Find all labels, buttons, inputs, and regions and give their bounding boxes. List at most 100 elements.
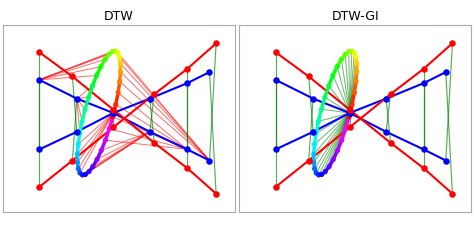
Point bbox=[346, 108, 354, 112]
Point bbox=[387, 92, 394, 96]
Point bbox=[345, 50, 353, 53]
Point bbox=[351, 91, 358, 95]
Point bbox=[310, 142, 318, 146]
Point bbox=[346, 115, 353, 118]
Title: DTW-GI: DTW-GI bbox=[331, 10, 379, 23]
Point bbox=[325, 84, 333, 88]
Point bbox=[73, 130, 81, 134]
Point bbox=[387, 141, 394, 145]
Point bbox=[383, 130, 390, 134]
Point bbox=[73, 97, 81, 100]
Point bbox=[342, 127, 349, 131]
Point bbox=[109, 111, 117, 115]
Point bbox=[105, 52, 113, 56]
Point bbox=[272, 148, 279, 151]
Point bbox=[310, 152, 318, 156]
Point bbox=[321, 95, 328, 99]
Point bbox=[338, 138, 346, 142]
Point bbox=[150, 92, 158, 96]
Point bbox=[442, 70, 450, 74]
Point bbox=[116, 55, 123, 59]
Point bbox=[146, 97, 154, 100]
Point bbox=[442, 159, 450, 162]
Title: DTW: DTW bbox=[104, 10, 134, 23]
Point bbox=[85, 95, 92, 99]
Point bbox=[315, 173, 322, 177]
Point bbox=[318, 107, 325, 111]
Point bbox=[97, 65, 105, 68]
Point bbox=[212, 192, 220, 196]
Point bbox=[318, 173, 326, 176]
Point bbox=[312, 171, 320, 175]
Point bbox=[69, 159, 76, 162]
Point bbox=[383, 97, 390, 100]
Point bbox=[73, 160, 81, 164]
Point bbox=[183, 148, 191, 151]
Point bbox=[334, 149, 341, 152]
Point bbox=[315, 119, 322, 123]
Point bbox=[310, 130, 317, 134]
Point bbox=[206, 70, 213, 74]
Point bbox=[85, 170, 93, 173]
Point bbox=[337, 58, 345, 61]
Point bbox=[117, 62, 124, 65]
Point bbox=[79, 173, 86, 177]
Point bbox=[329, 73, 337, 77]
Point bbox=[272, 185, 279, 189]
Point bbox=[352, 80, 360, 84]
Point bbox=[348, 49, 356, 53]
Point bbox=[93, 73, 100, 77]
Point bbox=[36, 185, 43, 189]
Point bbox=[305, 159, 312, 162]
Point bbox=[352, 55, 360, 59]
Point bbox=[101, 58, 109, 61]
Point bbox=[78, 119, 86, 123]
Point bbox=[333, 65, 341, 68]
Point bbox=[329, 158, 337, 161]
Point bbox=[74, 167, 82, 171]
Point bbox=[325, 165, 333, 169]
Point bbox=[81, 107, 89, 111]
Point bbox=[117, 70, 124, 74]
Point bbox=[448, 41, 456, 45]
Point bbox=[98, 149, 105, 152]
Point bbox=[101, 138, 109, 142]
Point bbox=[272, 50, 279, 54]
Point bbox=[420, 148, 428, 151]
Point bbox=[212, 41, 220, 45]
Point bbox=[116, 80, 124, 84]
Point bbox=[93, 158, 101, 161]
Point bbox=[76, 171, 84, 175]
Point bbox=[82, 173, 89, 176]
Point bbox=[36, 148, 43, 151]
Point bbox=[305, 75, 312, 78]
Point bbox=[114, 51, 122, 55]
Point bbox=[272, 78, 279, 82]
Point bbox=[109, 108, 117, 112]
Point bbox=[150, 141, 158, 145]
Point bbox=[312, 131, 320, 135]
Point bbox=[73, 152, 81, 156]
Point bbox=[310, 97, 317, 100]
Point bbox=[109, 111, 117, 115]
Point bbox=[106, 127, 113, 131]
Point bbox=[114, 91, 122, 95]
Point bbox=[353, 62, 361, 65]
Point bbox=[341, 52, 349, 56]
Point bbox=[69, 75, 76, 78]
Point bbox=[348, 103, 356, 106]
Point bbox=[183, 166, 191, 170]
Point bbox=[89, 165, 97, 169]
Point bbox=[448, 192, 456, 196]
Point bbox=[76, 131, 83, 135]
Point bbox=[89, 84, 96, 88]
Point bbox=[346, 111, 354, 115]
Point bbox=[36, 78, 43, 82]
Point bbox=[311, 167, 319, 171]
Point bbox=[112, 49, 119, 53]
Point bbox=[346, 125, 354, 129]
Point bbox=[146, 130, 154, 134]
Point bbox=[183, 81, 191, 85]
Point bbox=[420, 81, 428, 85]
Point bbox=[420, 166, 428, 170]
